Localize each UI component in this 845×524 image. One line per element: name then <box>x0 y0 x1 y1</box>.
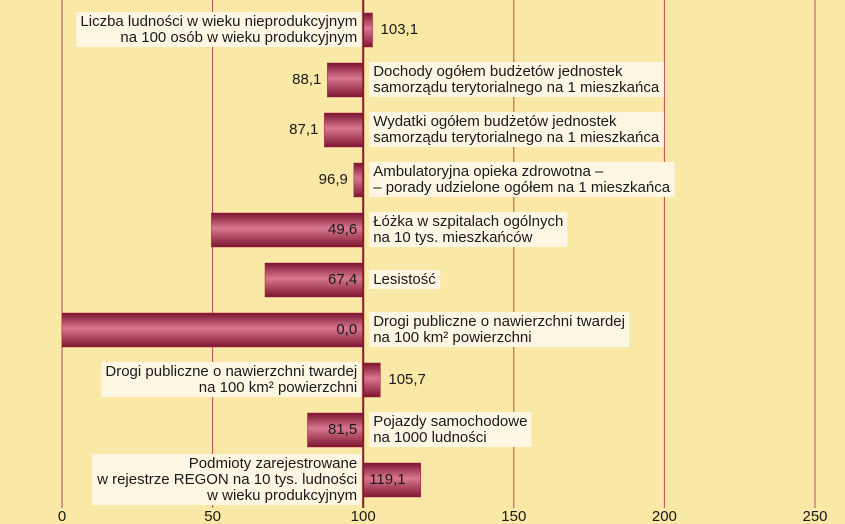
x-tick-label: 0 <box>58 508 66 524</box>
category-label-line: samorządu terytorialnego na 1 mieszkańca <box>373 129 660 146</box>
category-label-line: Ambulatoryjna opieka zdrowotna – <box>373 163 604 180</box>
bar <box>307 412 364 448</box>
labels: Liczba ludności w wieku nieprodukcyjnymn… <box>76 11 675 505</box>
value-label: 81,5 <box>328 421 357 438</box>
label-box <box>369 411 532 447</box>
category-label-line: Lesistość <box>373 271 436 288</box>
bar <box>324 112 364 148</box>
category-label-line: Podmioty zarejestrowane <box>189 455 357 472</box>
x-tick-label: 100 <box>351 508 376 524</box>
category-label-line: na 100 km² powierzchni <box>373 329 531 346</box>
label-box <box>369 61 664 97</box>
category-label-line: – porady udzielone ogółem na 1 mieszkańc… <box>373 179 671 196</box>
bar <box>362 462 421 498</box>
value-label: 49,6 <box>328 221 357 238</box>
label-box <box>101 361 362 397</box>
category-label: Dochody ogółem budżetów jednosteksamorzą… <box>369 61 664 97</box>
value-label: 103,1 <box>381 21 419 38</box>
category-label-line: w wieku produkcyjnym <box>206 487 357 504</box>
category-label-line: Pojazdy samochodowe <box>373 413 527 430</box>
category-label-line: Liczba ludności w wieku nieprodukcyjnym <box>80 13 357 30</box>
category-label-line: Wydatki ogółem budżetów jednostek <box>373 113 617 130</box>
bar <box>264 262 364 298</box>
bar <box>362 12 373 48</box>
category-label: Lesistość <box>369 269 441 289</box>
x-tick-label: 50 <box>204 508 221 524</box>
x-tick-label: 250 <box>802 508 827 524</box>
value-label: 105,7 <box>388 371 426 388</box>
category-label-line: samorządu terytorialnego na 1 mieszkańca <box>373 79 660 96</box>
bar <box>211 212 364 248</box>
bar <box>61 312 364 348</box>
category-label-line: Łóżka w szpitalach ogólnych <box>373 213 563 230</box>
bar <box>353 162 364 198</box>
category-label-line: na 1000 ludności <box>373 429 486 446</box>
label-box <box>76 11 362 47</box>
bar <box>362 362 381 398</box>
category-label-line: Dochody ogółem budżetów jednostek <box>373 63 623 80</box>
category-label: Drogi publiczne o nawierzchni twardejna … <box>101 361 362 397</box>
value-label: 0,0 <box>336 321 357 338</box>
category-label-line: Drogi publiczne o nawierzchni twardej <box>373 313 625 330</box>
category-label-line: w rejestrze REGON na 10 tys. ludności <box>96 471 357 488</box>
x-tick-label: 200 <box>652 508 677 524</box>
category-label: Wydatki ogółem budżetów jednosteksamorzą… <box>369 111 664 147</box>
bars: 103,1 88,1 87,1 96,9 49,6 67,4 0,0 105,7 81,5 119… <box>61 12 426 498</box>
value-label: 96,9 <box>319 171 348 188</box>
category-label: Liczba ludności w wieku nieprodukcyjnymn… <box>76 11 362 47</box>
category-label-line: Drogi publiczne o nawierzchni twardej <box>105 363 357 380</box>
label-box <box>369 211 568 247</box>
label-box <box>369 111 664 147</box>
label-box <box>369 269 441 289</box>
category-label: Drogi publiczne o nawierzchni twardejna … <box>369 311 629 347</box>
label-box <box>92 453 362 505</box>
value-label: 119,1 <box>369 471 405 488</box>
value-label: 67,4 <box>328 271 357 288</box>
label-box <box>369 161 675 197</box>
x-tick-label: 150 <box>501 508 526 524</box>
value-label: 87,1 <box>289 121 318 138</box>
label-box <box>369 311 629 347</box>
category-label-line: na 10 tys. mieszkańców <box>373 229 532 246</box>
category-label: Ambulatoryjna opieka zdrowotna –– porady… <box>369 161 675 197</box>
value-label: 88,1 <box>292 71 321 88</box>
bar <box>327 62 364 98</box>
category-label-line: na 100 osób w wieku produkcyjnym <box>120 29 357 46</box>
category-label-line: na 100 km² powierzchni <box>199 379 357 396</box>
